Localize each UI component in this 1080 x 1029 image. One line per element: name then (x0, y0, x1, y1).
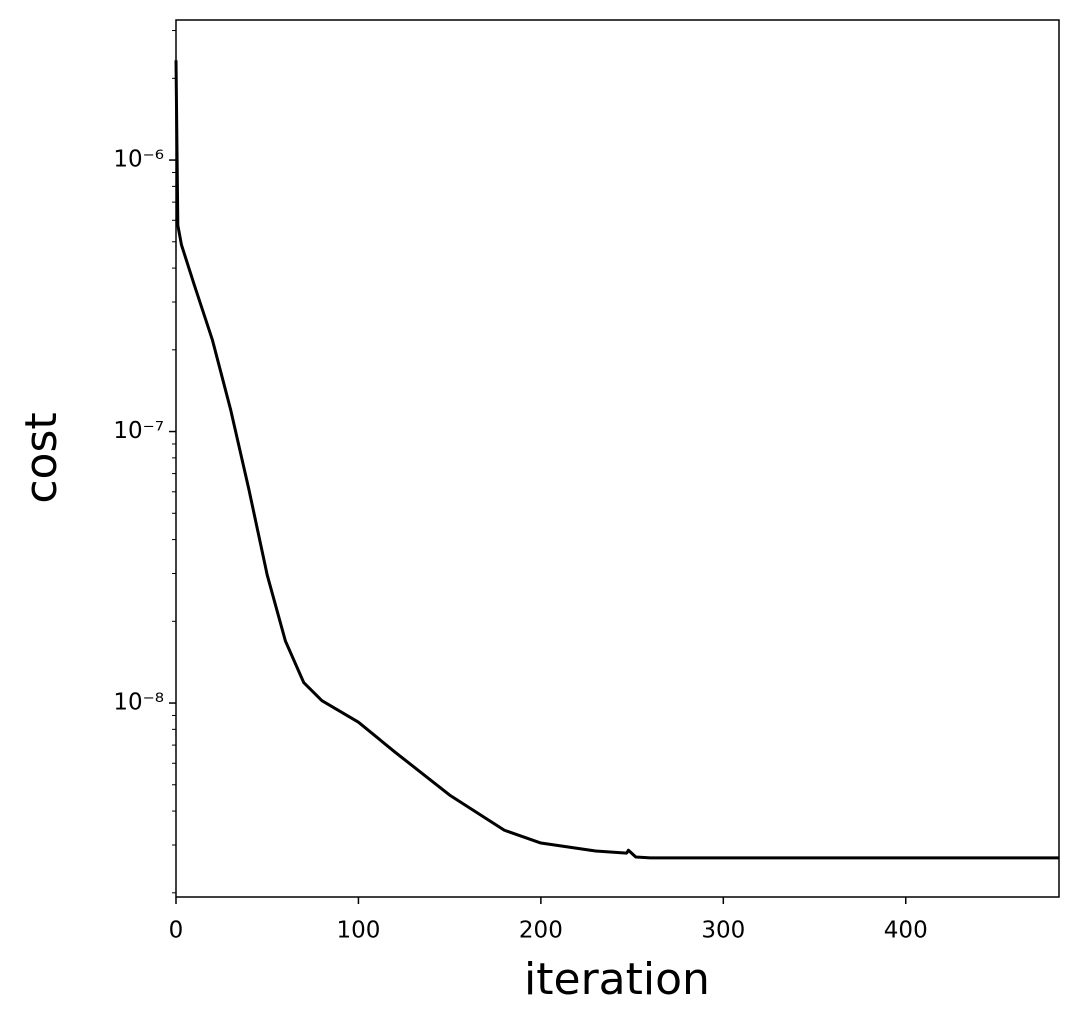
x-tick-label: 200 (519, 918, 563, 944)
x-tick-label: 0 (169, 918, 184, 944)
x-axis-label: iteration (524, 954, 710, 1005)
x-tick-label: 100 (336, 918, 380, 944)
x-tick-label: 300 (701, 918, 745, 944)
plot-frame (175, 19, 1060, 898)
y-tick-label: 10⁻⁸ (113, 690, 164, 716)
y-tick-label: 10⁻⁶ (113, 147, 164, 173)
x-tick-label: 400 (884, 918, 928, 944)
y-axis-label: cost (16, 412, 67, 503)
line (174, 60, 1059, 860)
y-tick-label: 10⁻⁷ (113, 418, 164, 444)
